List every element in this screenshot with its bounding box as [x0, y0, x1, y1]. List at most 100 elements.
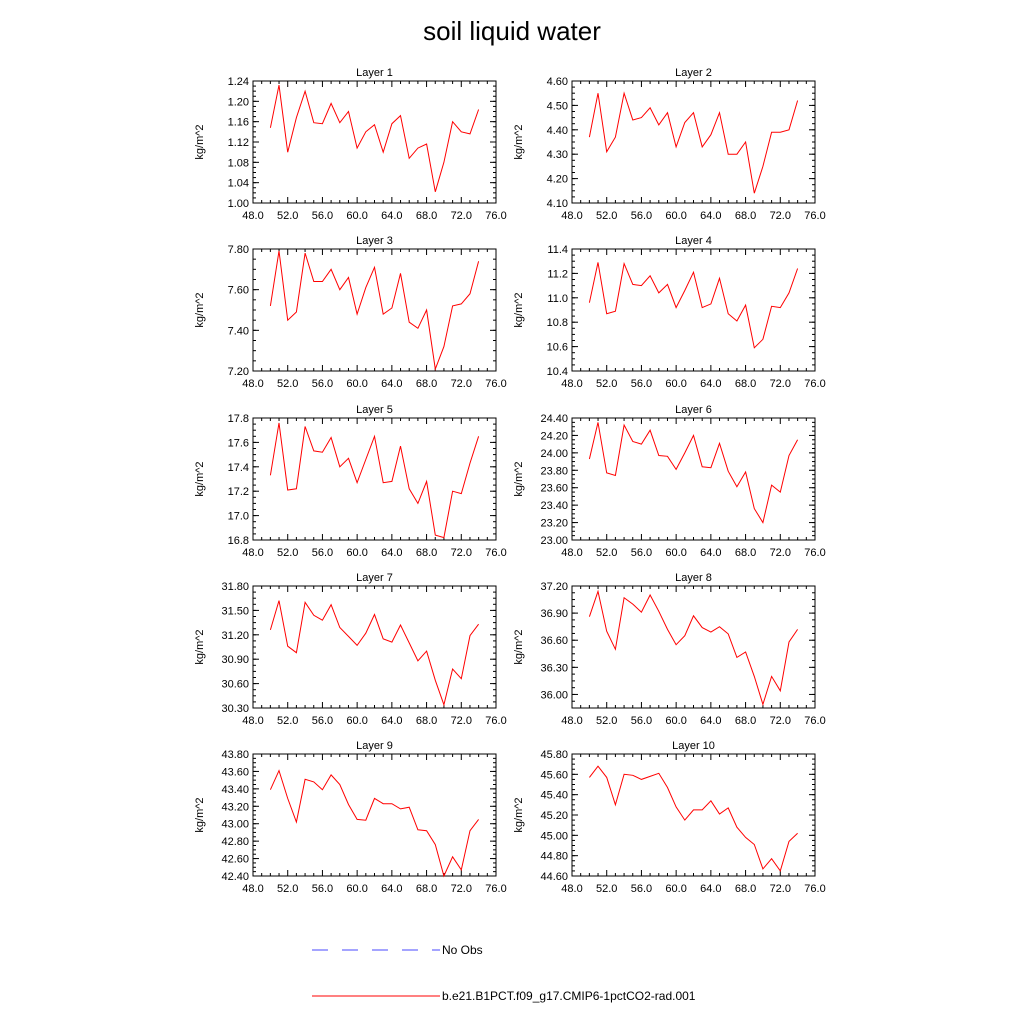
- x-tick-label: 52.0: [596, 547, 617, 559]
- series-line: [589, 765, 798, 873]
- panel-title: Layer 8: [675, 572, 712, 584]
- y-tick-label: 11.0: [547, 293, 568, 305]
- y-tick-label: 4.30: [547, 149, 568, 161]
- plot-frame: [571, 80, 816, 204]
- x-tick-label: 64.0: [381, 210, 402, 222]
- panel-layer-7: Layer 7 kg/m^2 48.0 52.0 56.0 60.0 64.0 68.0 72.…: [194, 572, 507, 727]
- x-tick-label: 72.0: [451, 210, 472, 222]
- x-tick-label: 60.0: [665, 547, 686, 559]
- x-tick-label: 72.0: [770, 715, 791, 727]
- x-tick-label: 60.0: [665, 883, 686, 895]
- x-tick-label: 48.0: [561, 883, 582, 895]
- x-tick-label: 72.0: [770, 378, 791, 390]
- y-tick-label: 17.8: [228, 413, 249, 425]
- y-tick-label: 23.40: [540, 500, 568, 512]
- x-tick-label: 60.0: [665, 715, 686, 727]
- y-axis-label: kg/m^2: [194, 124, 206, 159]
- y-tick-label: 1.20: [228, 96, 249, 108]
- x-tick-label: 68.0: [735, 547, 756, 559]
- panel-title: Layer 9: [356, 740, 393, 752]
- plot-frame: [252, 80, 497, 204]
- y-tick-label: 36.30: [540, 662, 568, 674]
- x-tick-label: 60.0: [346, 715, 367, 727]
- plot-frame: [252, 753, 497, 877]
- series-line: [588, 589, 799, 707]
- x-tick-label: 76.0: [804, 547, 825, 559]
- x-tick-label: 72.0: [770, 883, 791, 895]
- y-tick-label: 30.60: [221, 679, 249, 691]
- series-line: [588, 422, 799, 524]
- y-tick-label: 42.60: [221, 854, 249, 866]
- y-tick-label: 30.90: [221, 654, 249, 666]
- x-tick-label: 76.0: [485, 378, 506, 390]
- x-tick-label: 48.0: [561, 378, 582, 390]
- x-tick-label: 72.0: [451, 715, 472, 727]
- x-tick-label: 52.0: [596, 715, 617, 727]
- x-tick-label: 56.0: [312, 715, 333, 727]
- y-tick-label: 4.40: [547, 125, 568, 137]
- y-tick-label: 7.60: [228, 285, 249, 297]
- x-tick-label: 68.0: [735, 210, 756, 222]
- y-tick-label: 4.60: [547, 76, 568, 88]
- series-line: [269, 422, 480, 539]
- x-tick-label: 48.0: [561, 715, 582, 727]
- x-tick-label: 52.0: [277, 547, 298, 559]
- panel-title: Layer 1: [356, 67, 393, 79]
- y-tick-label: 10.8: [547, 317, 568, 329]
- y-tick-label: 10.6: [547, 342, 568, 354]
- x-tick-label: 64.0: [700, 715, 721, 727]
- x-tick-label: 64.0: [700, 378, 721, 390]
- x-tick-label: 64.0: [700, 883, 721, 895]
- y-tick-label: 43.00: [221, 819, 249, 831]
- x-tick-label: 56.0: [631, 883, 652, 895]
- y-tick-label: 45.60: [540, 769, 568, 781]
- y-tick-label: 24.40: [540, 413, 568, 425]
- plot-frame: [571, 753, 816, 877]
- x-tick-label: 64.0: [381, 715, 402, 727]
- panel-layer-4: Layer 4 kg/m^2 48.0 52.0 56.0 60.0 64.0 68.0 72.…: [513, 235, 826, 390]
- figure-title: soil liquid water: [423, 16, 601, 46]
- y-tick-label: 43.80: [221, 749, 249, 761]
- plot-frame: [571, 248, 816, 372]
- x-tick-label: 64.0: [381, 378, 402, 390]
- y-tick-label: 45.00: [540, 830, 568, 842]
- x-tick-label: 68.0: [416, 715, 437, 727]
- x-tick-label: 68.0: [735, 883, 756, 895]
- series-line: [269, 600, 479, 707]
- panel-layer-10: Layer 10 kg/m^2 48.0 52.0 56.0 60.0 64.0 68.0 72…: [513, 740, 826, 895]
- panel-layer-9: Layer 9 kg/m^2 48.0 52.0 56.0 60.0 64.0 68.0 72.…: [194, 740, 507, 895]
- panel-title: Layer 5: [356, 404, 393, 416]
- x-tick-label: 76.0: [804, 378, 825, 390]
- legend: No Obs b.e21.B1PCT.f09_g17.CMIP6-1pctCO2-…: [312, 943, 696, 1003]
- y-tick-label: 31.50: [221, 605, 249, 617]
- y-tick-label: 24.00: [540, 448, 568, 460]
- y-tick-label: 44.80: [540, 851, 568, 863]
- panel-title: Layer 4: [675, 235, 712, 247]
- x-tick-label: 56.0: [312, 883, 333, 895]
- panel-layer-8: Layer 8 kg/m^2 48.0 52.0 56.0 60.0 64.0 68.0 72.…: [513, 572, 826, 727]
- y-tick-label: 36.00: [540, 689, 568, 701]
- panel-title: Layer 7: [356, 572, 393, 584]
- y-tick-label: 1.12: [228, 137, 249, 149]
- y-tick-label: 43.60: [221, 766, 249, 778]
- x-tick-label: 60.0: [665, 210, 686, 222]
- x-tick-label: 48.0: [561, 210, 582, 222]
- series-line: [269, 250, 480, 371]
- x-tick-label: 76.0: [485, 883, 506, 895]
- y-tick-label: 11.2: [547, 268, 568, 280]
- panel-layer-5: Layer 5 kg/m^2 48.0 52.0 56.0 60.0 64.0 68.0 72.…: [194, 404, 507, 559]
- y-tick-label: 1.16: [228, 117, 249, 129]
- panel-layer-3: Layer 3 kg/m^2 48.0 52.0 56.0 60.0 64.0 68.0 72.…: [194, 235, 507, 390]
- series-line: [269, 85, 480, 192]
- y-tick-label: 24.20: [540, 430, 568, 442]
- legend-label-1: No Obs: [442, 943, 483, 957]
- x-tick-label: 56.0: [312, 378, 333, 390]
- x-tick-label: 76.0: [485, 547, 506, 559]
- y-tick-label: 17.0: [228, 511, 249, 523]
- x-tick-label: 68.0: [416, 378, 437, 390]
- x-tick-label: 56.0: [631, 547, 652, 559]
- x-tick-label: 76.0: [804, 715, 825, 727]
- y-tick-label: 43.20: [221, 801, 249, 813]
- y-axis-label: kg/m^2: [194, 797, 206, 832]
